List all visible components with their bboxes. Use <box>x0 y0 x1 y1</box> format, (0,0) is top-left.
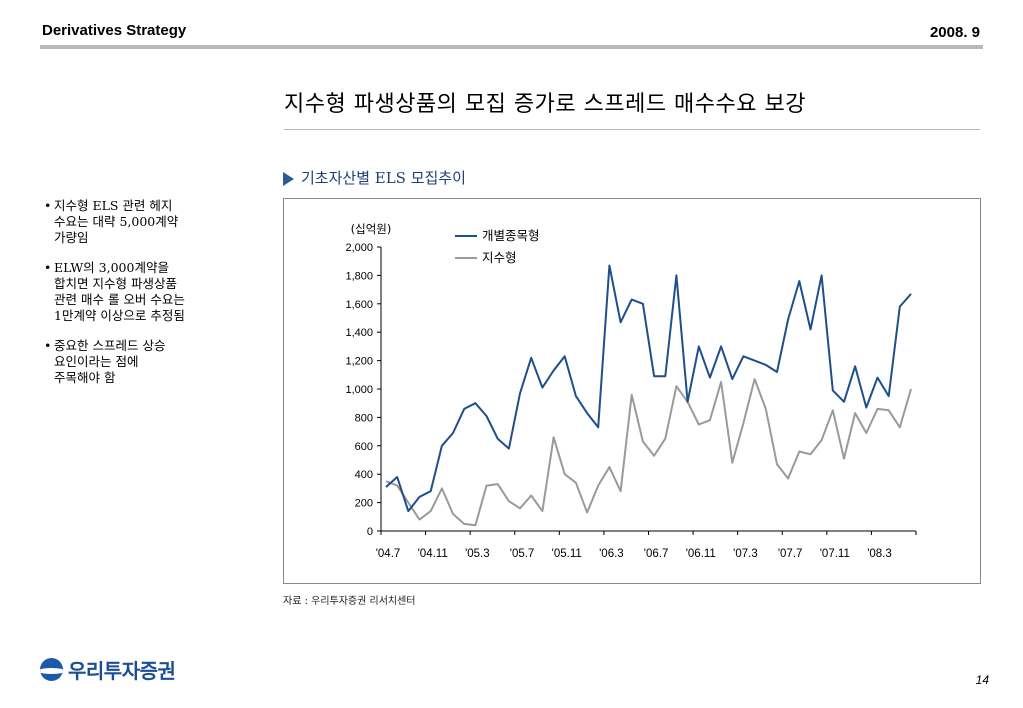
source-note: 자료 : 우리투자증권 리서치센터 <box>283 596 416 607</box>
y-tick-label: 1,000 <box>345 384 373 396</box>
y-tick-label: 1,400 <box>345 327 373 339</box>
bullet-item: • 중요한 스프레드 상승 요인이라는 점에 주목해야 함 <box>44 338 244 386</box>
page-number: 14 <box>975 673 989 687</box>
x-tick-label: '06.3 <box>599 548 624 560</box>
y-tick-label: 1,800 <box>345 270 373 282</box>
y-tick-label: 800 <box>355 412 373 424</box>
x-tick-label: '04.7 <box>376 548 401 560</box>
legend-label: 개별종목형 <box>482 228 540 243</box>
x-tick-label: '05.7 <box>510 548 535 560</box>
bullet-list: • 지수형 ELS 관련 헤지 수요는 대략 5,000계약 가량임 • ELW… <box>44 198 244 400</box>
bullet-dot: • <box>44 260 52 275</box>
x-tick-label: '07.7 <box>778 548 803 560</box>
y-tick-label: 200 <box>355 498 373 510</box>
y-tick-label: 0 <box>367 526 373 538</box>
title-divider <box>284 129 980 130</box>
wooritooja-logo-icon <box>40 658 63 681</box>
bullet-item: • ELW의 3,000계약을 합치면 지수형 파생상품 관련 매수 롤 오버 … <box>44 260 244 324</box>
bullet-text: 중요한 스프레드 상승 요인이라는 점에 주목해야 함 <box>54 338 166 385</box>
x-tick-label: '08.3 <box>867 548 892 560</box>
chart-subtitle: 기초자산별 ELS 모집추이 <box>301 169 466 187</box>
x-tick-label: '06.7 <box>644 548 669 560</box>
x-tick-label: '05.3 <box>465 548 490 560</box>
bullet-item: • 지수형 ELS 관련 헤지 수요는 대략 5,000계약 가량임 <box>44 198 244 246</box>
series-line-index <box>385 378 912 527</box>
x-tick-label: '07.11 <box>820 548 850 560</box>
bullet-dot: • <box>44 338 52 353</box>
x-tick-label: '04.11 <box>418 548 448 560</box>
bullet-text: ELW의 3,000계약을 합치면 지수형 파생상품 관련 매수 롤 오버 수요… <box>54 260 185 323</box>
y-tick-label: 2,000 <box>345 242 373 254</box>
logo-text: 우리투자증권 <box>68 659 176 683</box>
bullet-dot: • <box>44 198 52 213</box>
y-tick-label: 1,600 <box>345 299 373 311</box>
els-line-chart: 0 200 400 600 800 1,000 1,200 1,400 1,600 1,800 2,… <box>345 222 917 560</box>
report-date: 2008. 9 <box>929 24 980 41</box>
bullet-text: 지수형 ELS 관련 헤지 수요는 대략 5,000계약 가량임 <box>54 198 179 245</box>
report-title: Derivatives Strategy <box>42 22 187 39</box>
x-tick-label: '06.11 <box>686 548 716 560</box>
triangle-bullet-icon <box>283 172 294 186</box>
company-logo: 우리투자증권 <box>40 655 176 684</box>
chart-frame: 0 200 400 600 800 1,000 1,200 1,400 1,600 1,800 2,… <box>283 198 981 584</box>
x-tick-label: '07.3 <box>733 548 758 560</box>
y-tick-label: 600 <box>355 441 373 453</box>
y-unit-label: (십억원) <box>351 222 392 236</box>
header-divider <box>40 45 983 49</box>
series-line-individual <box>385 264 912 513</box>
slide-title: 지수형 파생상품의 모집 증가로 스프레드 매수수요 보강 <box>284 92 806 117</box>
x-tick-label: '05.11 <box>552 548 582 560</box>
y-tick-label: 400 <box>355 469 373 481</box>
legend-label: 지수형 <box>482 250 517 265</box>
y-tick-label: 1,200 <box>345 356 373 368</box>
